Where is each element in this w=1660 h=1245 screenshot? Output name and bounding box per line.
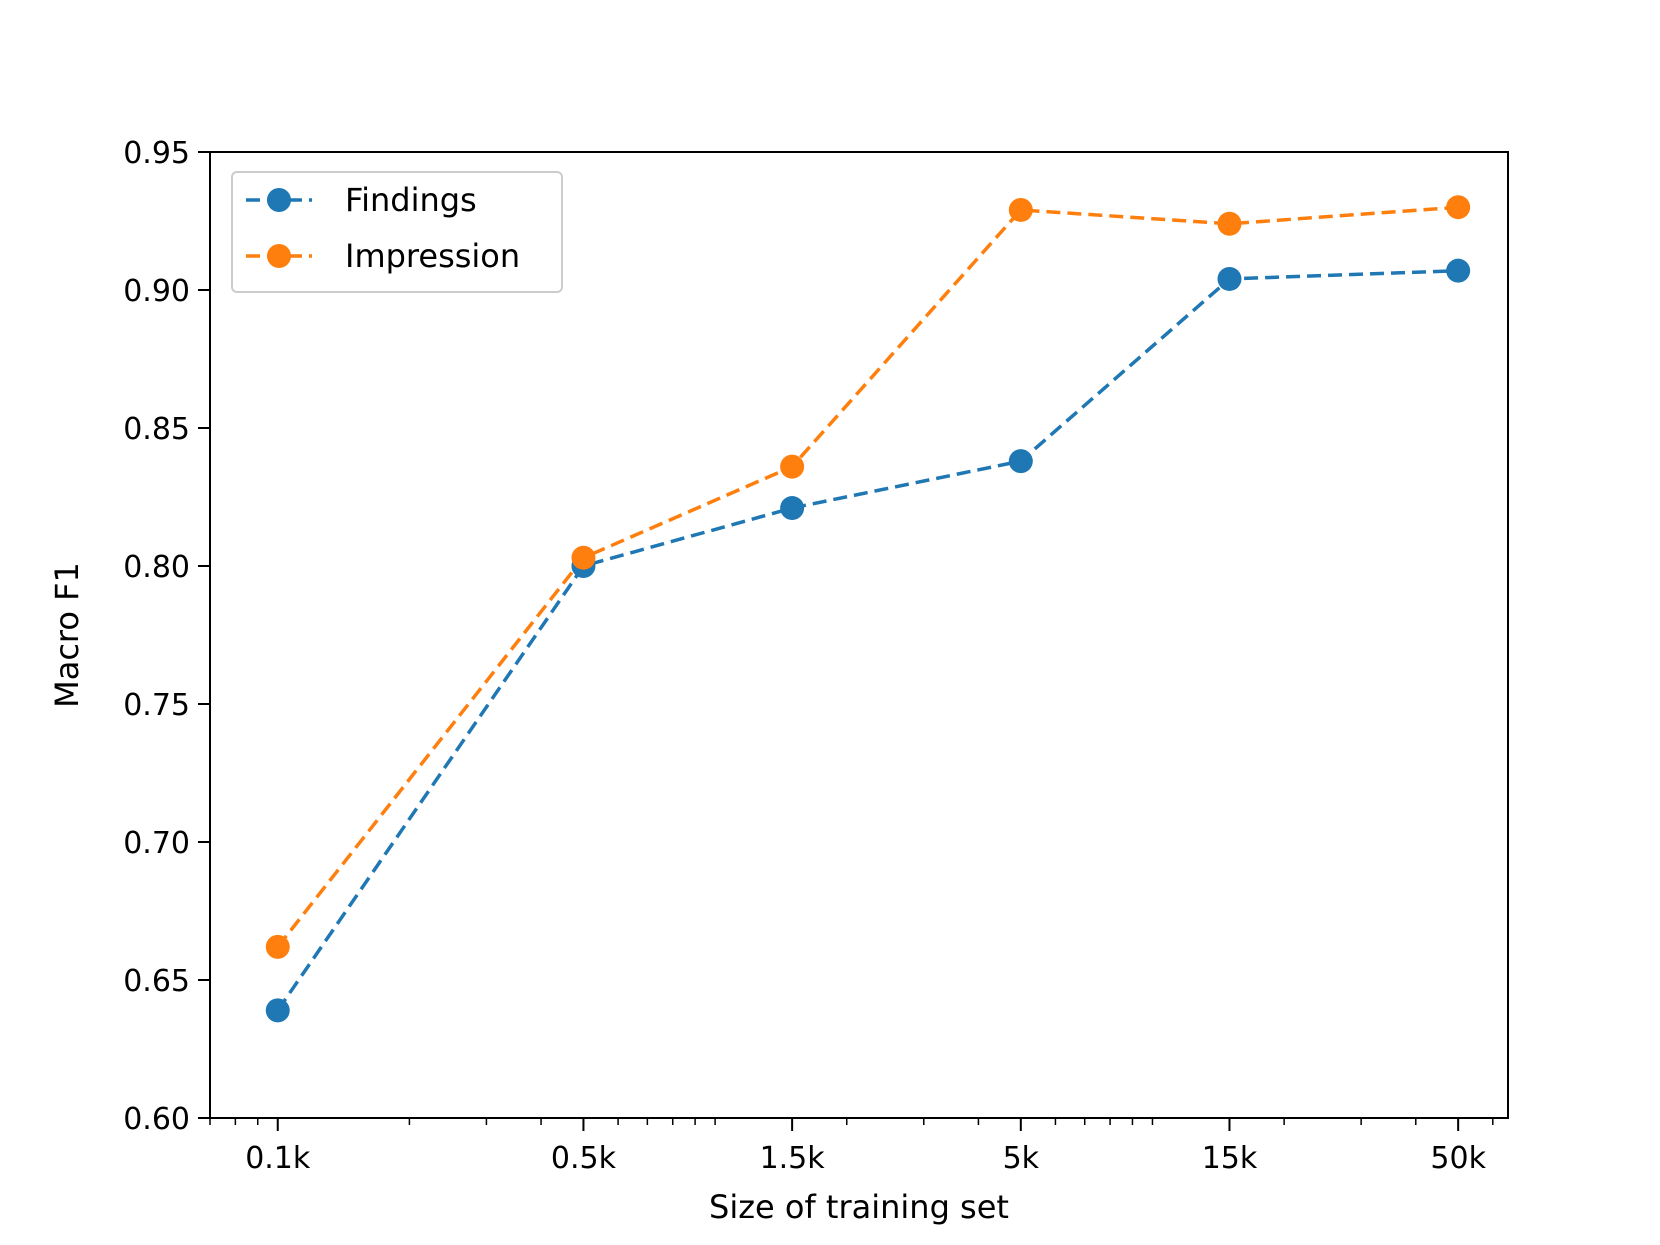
x-axis-label: Size of training set <box>709 1188 1009 1226</box>
legend-label: Impression <box>345 237 520 275</box>
y-tick-label: 0.90 <box>123 274 190 309</box>
series-impression <box>265 195 1471 959</box>
x-axis: 0.1k 0.5k 1.5k 5k 15k 50k <box>209 1118 1494 1176</box>
data-point <box>780 454 805 479</box>
y-tick-label: 0.70 <box>123 826 190 861</box>
legend-marker <box>267 244 291 268</box>
data-point <box>571 545 596 570</box>
x-tick-label: 1.5k <box>760 1141 826 1176</box>
y-tick-label: 0.95 <box>123 136 190 171</box>
y-tick-label: 0.60 <box>123 1102 190 1137</box>
data-point <box>1008 197 1033 222</box>
data-point <box>1446 258 1471 283</box>
y-axis-label: Macro F1 <box>48 562 86 708</box>
data-point <box>1446 195 1471 220</box>
series-line <box>276 205 1459 948</box>
y-tick-label: 0.65 <box>123 964 190 999</box>
y-tick-label: 0.80 <box>123 550 190 585</box>
data-point <box>265 998 290 1023</box>
legend-label: Findings <box>345 181 477 219</box>
x-tick-label: 0.1k <box>245 1141 311 1176</box>
plot-area <box>209 151 1509 1119</box>
y-axis: 0.60 0.65 0.70 0.75 0.80 0.85 0.90 0.95 <box>123 136 210 1137</box>
plot-frame <box>209 151 1509 1119</box>
x-tick-label: 15k <box>1202 1141 1258 1176</box>
series-findings <box>265 258 1471 1023</box>
series-layer <box>265 195 1471 1023</box>
x-tick-label: 0.5k <box>551 1141 617 1176</box>
x-tick-label: 50k <box>1430 1141 1486 1176</box>
legend-box <box>231 171 563 293</box>
legend: Findings Impression <box>231 171 563 293</box>
data-point <box>1008 449 1033 474</box>
y-tick-label: 0.75 <box>123 688 190 723</box>
data-point <box>265 934 290 959</box>
series-line <box>276 268 1459 1012</box>
legend-marker <box>267 188 291 212</box>
data-point <box>1217 266 1242 291</box>
data-point <box>1217 211 1242 236</box>
x-tick-label: 5k <box>1003 1141 1040 1176</box>
data-point <box>780 496 805 521</box>
y-tick-label: 0.85 <box>123 412 190 447</box>
